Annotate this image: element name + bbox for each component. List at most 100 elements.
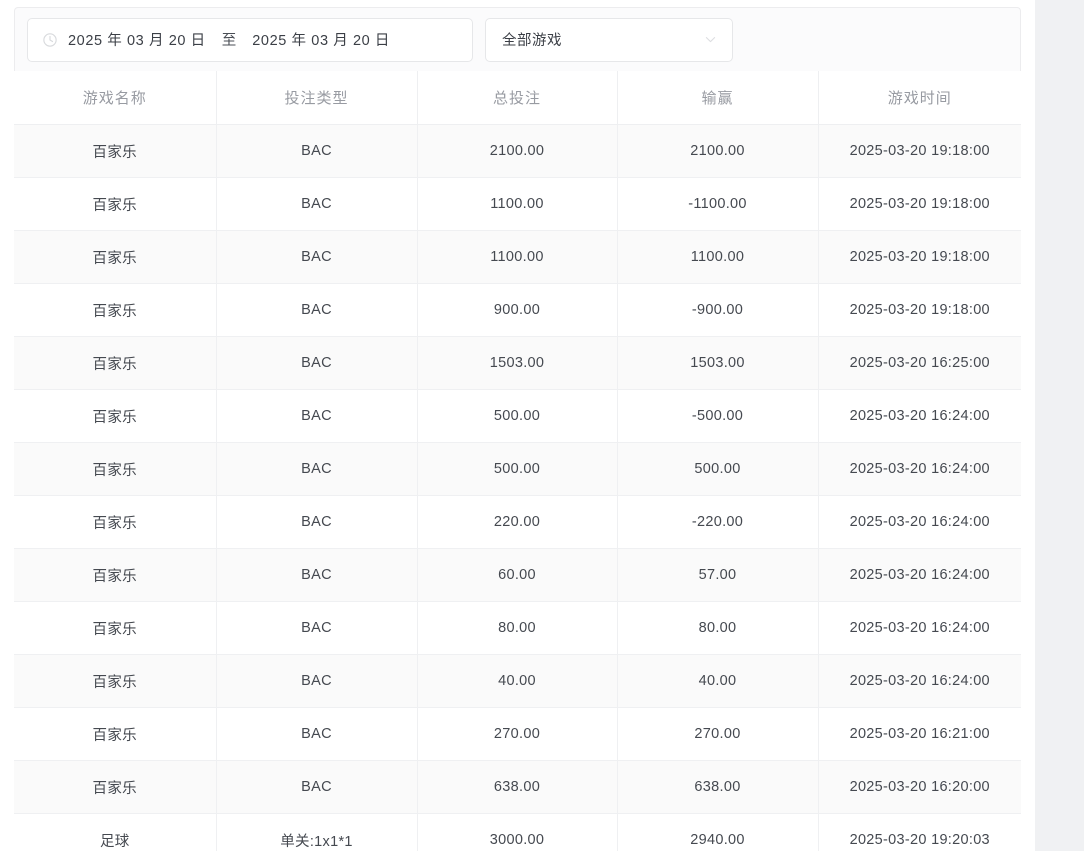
- game-type-select[interactable]: 全部游戏: [485, 17, 733, 62]
- cell-game-name: 百家乐: [14, 442, 217, 496]
- column-header-total-bet: 总投注: [417, 71, 618, 125]
- cell-bet-type: BAC: [216, 548, 418, 602]
- cell-game-name: 百家乐: [14, 230, 217, 284]
- cell-game-name: 足球: [14, 813, 217, 851]
- cell-game-name: 百家乐: [14, 601, 217, 655]
- table-row: 百家乐 BAC 2100.00 2100.00 2025-03-20 19:18:00: [14, 124, 1021, 178]
- records-table-head: 游戏名称 投注类型 总投注 输赢 游戏时间: [14, 71, 1021, 125]
- table-row: 足球 单关:1x1*1 3000.00 2940.00 2025-03-20 19:20…: [14, 813, 1021, 851]
- cell-win-loss: -900.00: [617, 283, 819, 337]
- cell-total-bet: 638.00: [417, 760, 618, 814]
- cell-win-loss: 2100.00: [617, 124, 819, 178]
- cell-bet-type: BAC: [216, 336, 418, 390]
- records-table-container: 游戏名称 投注类型 总投注 输赢 游戏时间 百家乐 BAC 2100.00 2100.…: [14, 71, 1021, 851]
- column-header-bet-type: 投注类型: [216, 71, 418, 125]
- cell-game-time: 2025-03-20 16:24:00: [818, 548, 1021, 602]
- cell-game-time: 2025-03-20 16:24:00: [818, 389, 1021, 443]
- date-range-start[interactable]: 2025 年 03 月 20 日: [68, 33, 206, 49]
- cell-total-bet: 3000.00: [417, 813, 618, 851]
- cell-game-name: 百家乐: [14, 707, 217, 761]
- cell-game-name: 百家乐: [14, 760, 217, 814]
- date-range-end[interactable]: 2025 年 03 月 20 日: [252, 33, 391, 49]
- table-row: 百家乐 BAC 1100.00 1100.00 2025-03-20 19:18:00: [14, 230, 1021, 284]
- table-row: 百家乐 BAC 1100.00 -1100.00 2025-03-20 19:18:00: [14, 177, 1021, 231]
- cell-win-loss: 638.00: [617, 760, 819, 814]
- cell-game-name: 百家乐: [14, 654, 217, 708]
- cell-bet-type: BAC: [216, 177, 418, 231]
- cell-total-bet: 900.00: [417, 283, 618, 337]
- right-gutter: [1035, 0, 1084, 851]
- cell-total-bet: 40.00: [417, 654, 618, 708]
- cell-game-time: 2025-03-20 19:18:00: [818, 177, 1021, 231]
- cell-game-name: 百家乐: [14, 389, 217, 443]
- cell-win-loss: 500.00: [617, 442, 819, 496]
- cell-win-loss: -1100.00: [617, 177, 819, 231]
- cell-win-loss: 80.00: [617, 601, 819, 655]
- cell-bet-type: BAC: [216, 442, 418, 496]
- date-range-picker[interactable]: 2025 年 03 月 20 日 至 2025 年 03 月 20 日: [27, 17, 473, 62]
- cell-game-time: 2025-03-20 16:25:00: [818, 336, 1021, 390]
- table-row: 百家乐 BAC 1503.00 1503.00 2025-03-20 16:25:00: [14, 336, 1021, 390]
- column-header-game-time: 游戏时间: [818, 71, 1021, 125]
- cell-bet-type: BAC: [216, 760, 418, 814]
- cell-game-time: 2025-03-20 19:18:00: [818, 230, 1021, 284]
- cell-game-time: 2025-03-20 16:24:00: [818, 654, 1021, 708]
- game-type-select-value: 全部游戏: [502, 33, 562, 49]
- table-row: 百家乐 BAC 500.00 -500.00 2025-03-20 16:24:00: [14, 389, 1021, 443]
- cell-bet-type: BAC: [216, 707, 418, 761]
- cell-bet-type: BAC: [216, 230, 418, 284]
- cell-game-name: 百家乐: [14, 177, 217, 231]
- cell-total-bet: 500.00: [417, 442, 618, 496]
- cell-total-bet: 80.00: [417, 601, 618, 655]
- cell-bet-type: BAC: [216, 601, 418, 655]
- cell-win-loss: 2940.00: [617, 813, 819, 851]
- table-header-row: 游戏名称 投注类型 总投注 输赢 游戏时间: [14, 71, 1021, 125]
- cell-game-time: 2025-03-20 16:24:00: [818, 495, 1021, 549]
- cell-game-name: 百家乐: [14, 283, 217, 337]
- cell-win-loss: 1503.00: [617, 336, 819, 390]
- cell-win-loss: 1100.00: [617, 230, 819, 284]
- cell-total-bet: 270.00: [417, 707, 618, 761]
- table-row: 百家乐 BAC 60.00 57.00 2025-03-20 16:24:00: [14, 548, 1021, 602]
- cell-game-time: 2025-03-20 16:21:00: [818, 707, 1021, 761]
- cell-total-bet: 1100.00: [417, 177, 618, 231]
- cell-total-bet: 220.00: [417, 495, 618, 549]
- cell-total-bet: 2100.00: [417, 124, 618, 178]
- cell-game-time: 2025-03-20 16:24:00: [818, 442, 1021, 496]
- cell-game-time: 2025-03-20 19:18:00: [818, 124, 1021, 178]
- cell-game-time: 2025-03-20 16:20:00: [818, 760, 1021, 814]
- cell-bet-type: BAC: [216, 389, 418, 443]
- cell-bet-type: BAC: [216, 124, 418, 178]
- cell-game-time: 2025-03-20 16:24:00: [818, 601, 1021, 655]
- cell-bet-type: BAC: [216, 495, 418, 549]
- table-row: 百家乐 BAC 900.00 -900.00 2025-03-20 19:18:00: [14, 283, 1021, 337]
- cell-game-name: 百家乐: [14, 124, 217, 178]
- cell-game-name: 百家乐: [14, 336, 217, 390]
- records-table: 游戏名称 投注类型 总投注 输赢 游戏时间 百家乐 BAC 2100.00 2100.…: [14, 71, 1021, 851]
- cell-total-bet: 500.00: [417, 389, 618, 443]
- cell-bet-type: BAC: [216, 283, 418, 337]
- filter-bar: 2025 年 03 月 20 日 至 2025 年 03 月 20 日 全部游戏: [14, 7, 1021, 71]
- table-row: 百家乐 BAC 220.00 -220.00 2025-03-20 16:24:00: [14, 495, 1021, 549]
- clock-icon: [43, 32, 57, 47]
- cell-win-loss: -220.00: [617, 495, 819, 549]
- table-row: 百家乐 BAC 40.00 40.00 2025-03-20 16:24:00: [14, 654, 1021, 708]
- cell-win-loss: 57.00: [617, 548, 819, 602]
- cell-win-loss: 40.00: [617, 654, 819, 708]
- cell-game-name: 百家乐: [14, 548, 217, 602]
- cell-total-bet: 60.00: [417, 548, 618, 602]
- cell-bet-type: 单关:1x1*1: [216, 813, 418, 851]
- cell-game-name: 百家乐: [14, 495, 217, 549]
- table-row: 百家乐 BAC 500.00 500.00 2025-03-20 16:24:00: [14, 442, 1021, 496]
- date-range-separator: 至: [221, 33, 237, 49]
- cell-game-time: 2025-03-20 19:20:03: [818, 813, 1021, 851]
- chevron-down-icon: [705, 37, 716, 43]
- table-row: 百家乐 BAC 80.00 80.00 2025-03-20 16:24:00: [14, 601, 1021, 655]
- cell-total-bet: 1503.00: [417, 336, 618, 390]
- cell-bet-type: BAC: [216, 654, 418, 708]
- app-surface: 2025 年 03 月 20 日 至 2025 年 03 月 20 日 全部游戏: [0, 0, 1035, 851]
- cell-win-loss: 270.00: [617, 707, 819, 761]
- column-header-game-name: 游戏名称: [14, 71, 217, 125]
- table-row: 百家乐 BAC 270.00 270.00 2025-03-20 16:21:00: [14, 707, 1021, 761]
